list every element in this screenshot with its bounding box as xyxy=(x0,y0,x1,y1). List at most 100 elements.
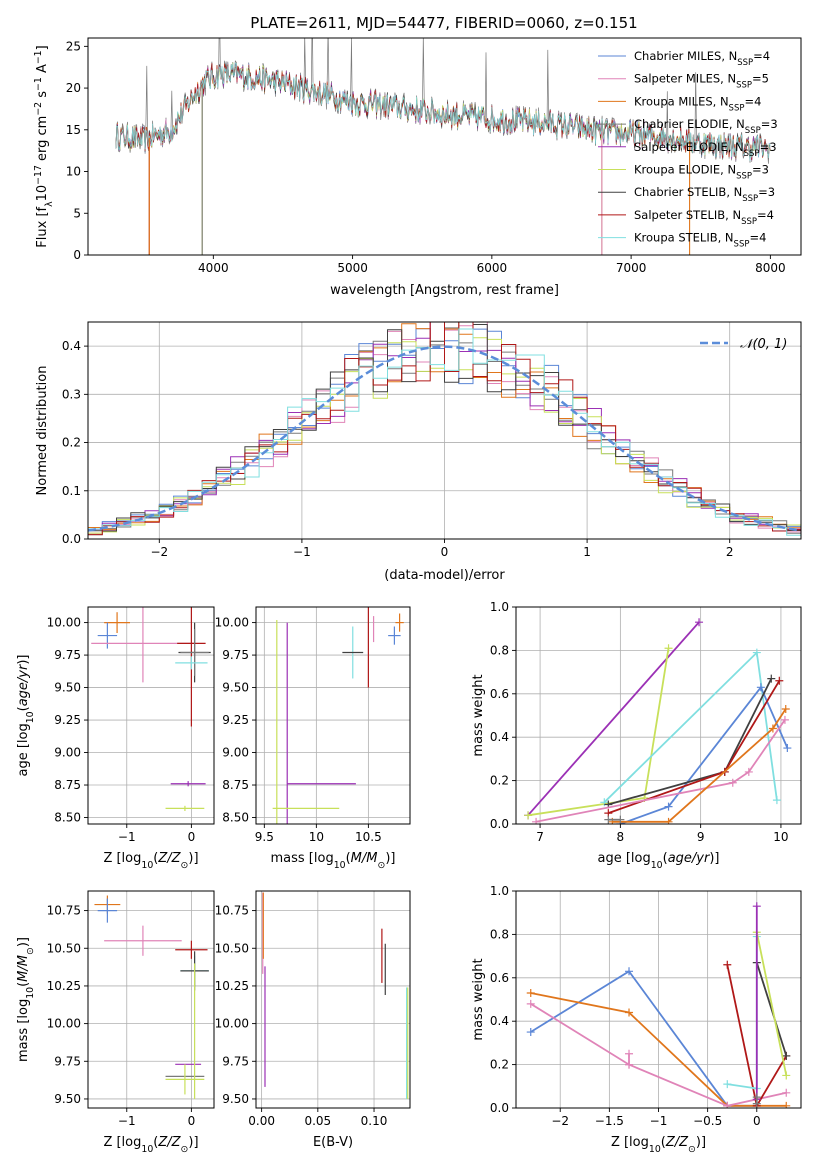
y-tick-label: 9.75 xyxy=(54,648,81,662)
weight-marker xyxy=(695,618,704,627)
legend-sub: SSP xyxy=(741,217,757,227)
y-tick-label: 9.50 xyxy=(222,1092,249,1106)
label-part: 10 xyxy=(651,860,663,871)
x-axis-label: Z [log10(Z/Z⊙)] xyxy=(611,1135,706,1155)
label-part: ( xyxy=(153,1135,158,1150)
label-part: ] xyxy=(35,45,50,50)
label-part: ⊙ xyxy=(377,860,385,871)
y-tick-label: 0.8 xyxy=(490,643,509,657)
x-axis-label: wavelength [Angstrom, rest frame] xyxy=(330,283,559,298)
y-tick-label: 0.2 xyxy=(490,1058,509,1072)
label-part: ( xyxy=(16,706,31,711)
y-tick-label: 20 xyxy=(66,81,81,95)
label-part: mass [log xyxy=(271,851,334,866)
y-tick-label: 10.00 xyxy=(47,1017,81,1031)
x-tick-label: −1 xyxy=(650,1114,668,1128)
x-tick-label: −2 xyxy=(150,545,168,559)
weight-marker xyxy=(782,1101,791,1108)
x-tick-label: 5000 xyxy=(337,261,368,275)
normal-curve xyxy=(88,345,801,532)
legend-name: Chabrier MILES, N xyxy=(634,49,737,63)
plot-area xyxy=(94,895,209,1099)
label-part: ⊙ xyxy=(181,1144,189,1155)
x-tick-label: −0.5 xyxy=(693,1114,722,1128)
x-tick-label: 1 xyxy=(583,545,591,559)
label-part: λ xyxy=(44,201,55,207)
legend-entry: Chabrier MILES, NSSP=4 xyxy=(634,49,770,68)
legend-entry: Chabrier ELODIE, NSSP=3 xyxy=(634,117,778,136)
weight-marker xyxy=(723,1101,732,1108)
legend-entry: Kroupa MILES, NSSP=4 xyxy=(634,94,761,113)
figure-title: PLATE=2611, MJD=54477, FIBERID=0060, z=0… xyxy=(250,14,637,32)
legend-sub: SSP xyxy=(734,240,750,250)
legend-value: =5 xyxy=(752,72,769,86)
weight-line xyxy=(755,932,788,1076)
x-tick-label: 4000 xyxy=(198,261,229,275)
label-part: )] xyxy=(16,937,31,947)
label-part: )] xyxy=(696,1135,706,1150)
weight-marker xyxy=(752,1093,761,1102)
weight-marker xyxy=(604,815,613,824)
x-tick-label: 0.00 xyxy=(248,1114,275,1128)
label-part: 10 xyxy=(334,860,346,871)
legend-entry: Salpeter ELODIE, NSSP=3 xyxy=(634,140,777,159)
x-tick-label: 2 xyxy=(726,545,734,559)
legend-sub: SSP xyxy=(736,81,752,91)
weight-line xyxy=(527,621,700,816)
weight-marker xyxy=(532,817,541,824)
y-tick-label: 10.75 xyxy=(47,904,81,918)
residual-legend: 𝒩(0, 1) xyxy=(700,337,787,352)
axes-frame xyxy=(87,890,215,1109)
y-tick-label: 0.1 xyxy=(62,484,81,498)
y-axis-label: age [log10(age/yr)] xyxy=(16,654,36,776)
x-tick-label: 0.05 xyxy=(304,1114,331,1128)
x-tick-label: 7 xyxy=(536,830,544,844)
y-tick-label: 9.50 xyxy=(54,681,81,695)
spectrum-panel: 4000 5000 6000 7000 8000 0 5 10 15 20 25 Chabrier M… xyxy=(33,37,802,298)
legend-name: Chabrier ELODIE, N xyxy=(634,117,745,131)
weight-marker xyxy=(744,767,753,776)
label-part: age [log xyxy=(597,851,650,866)
legend-value: =4 xyxy=(744,94,761,108)
legend-value: =4 xyxy=(753,49,770,63)
y-tick-label: 0.0 xyxy=(62,532,81,546)
weight-marker xyxy=(782,1051,791,1060)
legend-sub: SSP xyxy=(745,126,761,136)
label-part: M/M xyxy=(351,851,378,866)
y-tick-label: 10.00 xyxy=(215,616,249,630)
label-part: ( xyxy=(346,851,351,866)
weight-marker xyxy=(781,704,790,713)
y-tick-label: 0.2 xyxy=(490,774,509,788)
weight-marker xyxy=(752,902,761,911)
weight-marker xyxy=(524,811,533,820)
axes-frame xyxy=(255,890,411,1109)
weight-marker xyxy=(782,1088,791,1097)
y-tick-label: 15 xyxy=(66,123,81,137)
legend-sub: SSP xyxy=(736,172,752,182)
plot-area xyxy=(526,902,791,1108)
weight-line xyxy=(727,936,758,1090)
legend-entry: 𝒩(0, 1) xyxy=(740,337,787,352)
y-tick-label: 8.75 xyxy=(54,778,81,792)
y-tick-label: 10.75 xyxy=(215,904,249,918)
legend-sub: SSP xyxy=(742,194,758,204)
x-tick-label: 6000 xyxy=(477,261,508,275)
label-part: s xyxy=(35,91,50,102)
weight-marker xyxy=(600,798,609,807)
plot-area xyxy=(88,322,801,538)
x-tick-label: 0 xyxy=(188,1114,196,1128)
y-tick-label: 0.2 xyxy=(62,436,81,450)
label-part: A xyxy=(35,64,50,77)
x-axis-label: E(B-V) xyxy=(313,1135,353,1150)
y-tick-label: 9.75 xyxy=(222,1054,249,1068)
x-axis-label: Z [log10(Z/Z⊙)] xyxy=(103,1135,198,1155)
x-tick-label: −1 xyxy=(118,830,136,844)
weight-line xyxy=(530,970,757,1107)
weight-marker xyxy=(526,1028,535,1037)
weight-marker xyxy=(625,967,634,976)
weight-marker xyxy=(767,674,776,683)
y-tick-label: 9.00 xyxy=(222,746,249,760)
x-tick-label: 10.5 xyxy=(355,830,382,844)
label-part: age/yr xyxy=(668,851,711,866)
